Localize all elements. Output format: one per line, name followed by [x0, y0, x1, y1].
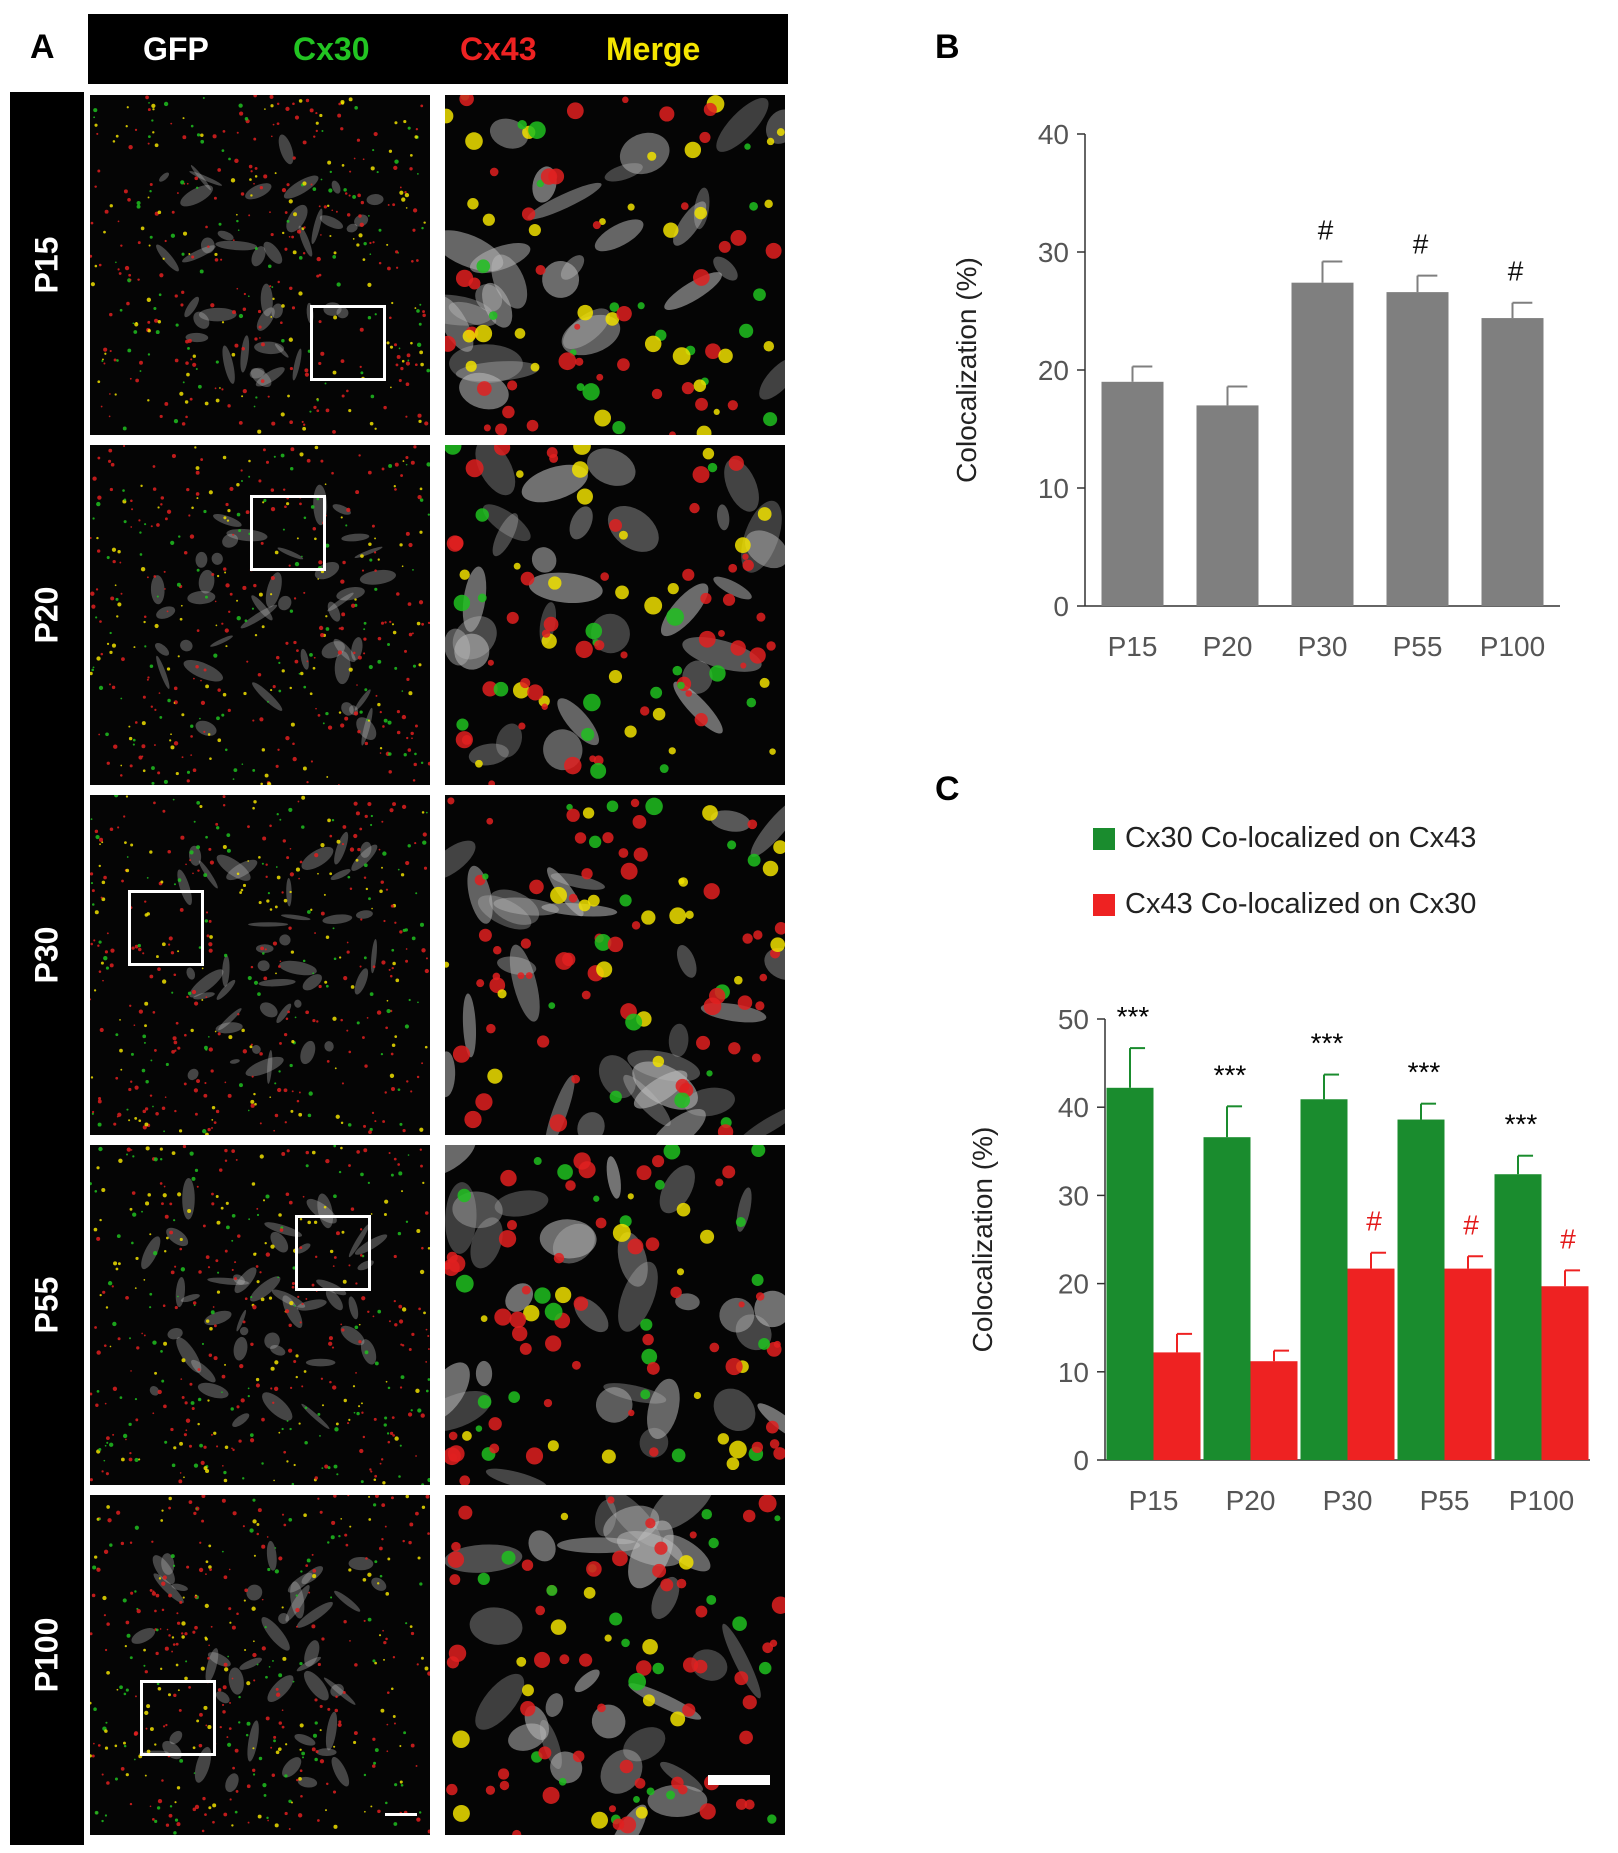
row-label-p100: P100 — [28, 1617, 65, 1693]
x-tick-label: P30 — [1323, 1485, 1373, 1516]
row-label-p20: P20 — [28, 586, 65, 644]
y-tick-label: 20 — [1058, 1269, 1089, 1300]
legend-item-cx30: Cx30 Co-localized on Cx43 — [1093, 822, 1476, 855]
legend-label-cx30: Cx30 Co-localized on Cx43 — [1125, 822, 1477, 854]
legend-label-cx43: Cx43 Co-localized on Cx30 — [1125, 888, 1477, 920]
bar — [1153, 1352, 1201, 1460]
bar — [1101, 381, 1164, 606]
y-tick-label: 40 — [1038, 119, 1069, 150]
bar — [1541, 1286, 1589, 1460]
y-tick-label: 20 — [1038, 355, 1069, 386]
panel-b-letter: B — [935, 28, 960, 66]
panel-c-letter: C — [935, 770, 960, 808]
scale-bar — [708, 1775, 770, 1785]
significance-marker: # — [1413, 229, 1429, 260]
bar — [1250, 1361, 1298, 1460]
zoom-inset-image — [445, 445, 785, 785]
significance-marker: # — [1463, 1209, 1479, 1240]
bar — [1203, 1137, 1251, 1460]
panel-a-letter: A — [30, 28, 55, 66]
scale-bar — [385, 1813, 417, 1816]
chart-c: 0 10 20 30 40 50 Colocalization (%) P15 *** P20 **… — [967, 1001, 1590, 1516]
x-tick-label: P55 — [1393, 631, 1443, 662]
bar — [1347, 1268, 1395, 1460]
legend-swatch-green — [1093, 827, 1115, 850]
astrocyte-image — [90, 95, 430, 435]
y-axis-title: Colocalization (%) — [951, 257, 982, 483]
zoom-inset-image — [445, 795, 785, 1135]
channel-label-gfp: GFP — [143, 30, 209, 67]
significance-marker: *** — [1505, 1109, 1538, 1140]
legend-swatch-red — [1093, 893, 1115, 916]
y-tick-label: 10 — [1038, 473, 1069, 504]
x-tick-label: P30 — [1298, 631, 1348, 662]
zoom-inset-image — [445, 1145, 785, 1485]
bar — [1444, 1268, 1492, 1460]
row-label-p30: P30 — [28, 926, 65, 984]
astrocyte-image — [90, 1145, 430, 1485]
bar — [1494, 1174, 1542, 1460]
y-tick-label: 0 — [1073, 1445, 1089, 1476]
bar — [1300, 1099, 1348, 1460]
channel-header-bar: GFP Cx30 Cx43 Merge — [88, 14, 788, 84]
channel-label-cx30: Cx30 — [293, 30, 370, 67]
bar — [1397, 1119, 1445, 1460]
bar — [1106, 1087, 1154, 1460]
channel-label-cx43: Cx43 — [460, 30, 537, 67]
inset-region-box — [250, 495, 326, 571]
inset-region-box — [295, 1215, 371, 1291]
y-tick-label: 0 — [1053, 591, 1069, 622]
x-tick-label: P100 — [1509, 1485, 1574, 1516]
x-tick-label: P100 — [1480, 631, 1545, 662]
bar — [1386, 292, 1449, 606]
y-tick-label: 40 — [1058, 1092, 1089, 1123]
y-tick-label: 30 — [1058, 1180, 1089, 1211]
y-tick-label: 50 — [1058, 1004, 1089, 1035]
zoom-inset-image — [445, 95, 785, 435]
x-tick-label: P15 — [1108, 631, 1158, 662]
inset-region-box — [128, 890, 204, 966]
x-tick-label: P20 — [1203, 631, 1253, 662]
chart-b: 0 10 20 30 40 Colocalization (%) P15 P20 P30 # P55… — [951, 119, 1560, 662]
significance-marker: *** — [1214, 1059, 1247, 1090]
row-label-bar — [10, 92, 84, 1845]
y-tick-label: 10 — [1058, 1357, 1089, 1388]
y-axis-title: Colocalization (%) — [967, 1127, 998, 1353]
significance-marker: *** — [1117, 1001, 1150, 1032]
row-label-p15: P15 — [28, 236, 65, 294]
significance-marker: *** — [1408, 1057, 1441, 1088]
astrocyte-image — [90, 445, 430, 785]
x-tick-label: P20 — [1226, 1485, 1276, 1516]
x-tick-label: P15 — [1129, 1485, 1179, 1516]
legend-item-cx43: Cx43 Co-localized on Cx30 — [1093, 888, 1476, 921]
bar — [1291, 282, 1354, 606]
y-tick-label: 30 — [1038, 237, 1069, 268]
channel-label-merge: Merge — [606, 30, 701, 67]
x-tick-label: P55 — [1420, 1485, 1470, 1516]
significance-marker: # — [1318, 214, 1334, 245]
significance-marker: # — [1366, 1206, 1382, 1237]
bar — [1481, 318, 1544, 606]
row-label-p55: P55 — [28, 1276, 65, 1334]
significance-marker: # — [1508, 256, 1524, 287]
inset-region-box — [310, 305, 386, 381]
bar — [1196, 405, 1259, 606]
significance-marker: # — [1560, 1223, 1576, 1254]
astrocyte-image — [90, 1495, 430, 1835]
significance-marker: *** — [1311, 1028, 1344, 1059]
inset-region-box — [140, 1680, 216, 1756]
